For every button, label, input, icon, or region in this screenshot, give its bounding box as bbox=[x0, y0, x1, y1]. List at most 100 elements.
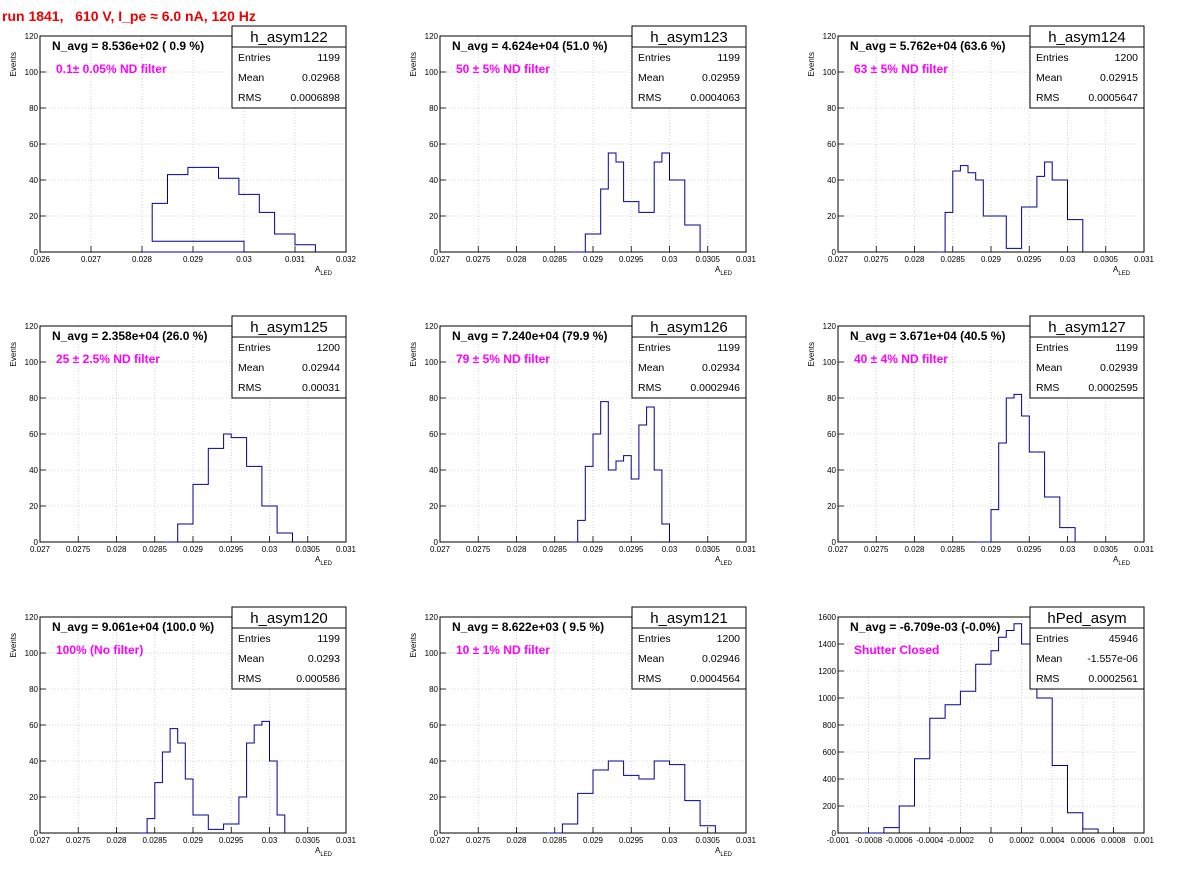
x-tick-label: 0.0285 bbox=[941, 255, 966, 264]
y-tick-label: 1400 bbox=[818, 640, 836, 649]
stats-value: 0.02944 bbox=[302, 362, 340, 374]
stats-box bbox=[231, 315, 347, 399]
stats-value: 1200 bbox=[1115, 52, 1139, 64]
x-tick-label: 0.0275 bbox=[466, 255, 491, 264]
x-tick-label: 0.0004 bbox=[1040, 836, 1065, 845]
y-tick-label: 120 bbox=[425, 613, 439, 622]
x-tick-label: 0.0305 bbox=[1094, 255, 1119, 264]
x-tick-label: 0.0275 bbox=[466, 836, 491, 845]
x-tick-label: 0.0305 bbox=[296, 545, 321, 554]
x-axis-label: ALED bbox=[315, 555, 333, 567]
stats-label: Mean bbox=[638, 653, 664, 665]
histogram-panel-h_asym124: 0.027 0.0275 0.028 0.0285 0.029 0.0295 0.03 0.0… bbox=[807, 25, 1155, 277]
stats-value: 1199 bbox=[317, 633, 340, 645]
x-tick-label: 0.0285 bbox=[543, 255, 568, 264]
y-tick-label: 40 bbox=[827, 176, 836, 185]
stats-label: Entries bbox=[638, 52, 671, 64]
y-tick-label: 40 bbox=[29, 466, 38, 475]
y-axis-label: Events bbox=[409, 633, 418, 657]
stats-label: Mean bbox=[638, 362, 664, 374]
navg-label: N_avg = 3.671e+04 (40.5 %) bbox=[850, 329, 1005, 343]
y-tick-label: 40 bbox=[827, 466, 836, 475]
y-tick-label: 20 bbox=[29, 212, 38, 221]
y-tick-label: 0 bbox=[832, 829, 837, 838]
x-tick-label: 0 bbox=[989, 836, 994, 845]
stats-value: 1200 bbox=[717, 633, 741, 645]
histogram-name: h_asym124 bbox=[1048, 29, 1126, 46]
y-tick-label: 60 bbox=[827, 140, 836, 149]
run-title: run 1841, 610 V, I_pe ≈ 6.0 nA, 120 Hz bbox=[2, 8, 256, 24]
y-axis-label: Events bbox=[409, 342, 418, 366]
x-tick-label: 0.028 bbox=[132, 255, 153, 264]
y-tick-label: 100 bbox=[425, 68, 439, 77]
y-tick-label: 60 bbox=[429, 721, 438, 730]
y-tick-label: 80 bbox=[827, 104, 836, 113]
y-tick-label: 20 bbox=[429, 212, 438, 221]
stats-label: Entries bbox=[1036, 633, 1069, 645]
histogram-line bbox=[861, 623, 1099, 834]
histogram-line bbox=[570, 401, 670, 543]
x-tick-label: 0.0295 bbox=[219, 545, 244, 554]
histogram-panel-h_asym122: 0.026 0.027 0.028 0.029 0.03 0.031 0.032 0 20 40 6… bbox=[9, 25, 357, 277]
x-axis-label: ALED bbox=[715, 846, 733, 858]
plot-frame bbox=[837, 35, 1145, 253]
stats-label: RMS bbox=[1036, 673, 1059, 685]
stats-value: 0.02915 bbox=[1100, 72, 1138, 84]
stats-box bbox=[231, 25, 347, 109]
x-tick-label: 0.027 bbox=[828, 545, 849, 554]
x-tick-label: 0.027 bbox=[430, 545, 451, 554]
x-axis-label-subscript: LED bbox=[320, 852, 332, 858]
y-tick-label: 40 bbox=[429, 466, 438, 475]
stats-label: Mean bbox=[238, 72, 264, 84]
navg-label: N_avg = 4.624e+04 (51.0 %) bbox=[452, 39, 607, 53]
stats-box bbox=[1029, 315, 1145, 399]
filter-label: 10 ± 1% ND filter bbox=[456, 643, 550, 657]
stats-value: 0.0004063 bbox=[690, 92, 740, 104]
x-tick-label: 0.031 bbox=[736, 255, 757, 264]
plot-frame bbox=[439, 616, 747, 834]
histogram-line bbox=[142, 166, 316, 253]
x-tick-label: 0.029 bbox=[183, 545, 204, 554]
stats-value: 1199 bbox=[317, 52, 340, 64]
stats-box bbox=[1029, 606, 1145, 690]
y-axis-label: Events bbox=[9, 52, 18, 76]
x-tick-label: 0.0275 bbox=[864, 545, 889, 554]
x-tick-label: 0.0305 bbox=[696, 545, 721, 554]
x-tick-label: 0.031 bbox=[736, 836, 757, 845]
x-tick-label: 0.0295 bbox=[1017, 255, 1042, 264]
x-tick-label: 0.027 bbox=[430, 836, 451, 845]
x-tick-label: 0.027 bbox=[81, 255, 102, 264]
x-tick-label: 0.026 bbox=[30, 255, 51, 264]
y-tick-label: 40 bbox=[29, 176, 38, 185]
x-tick-label: 0.0305 bbox=[1094, 545, 1119, 554]
x-tick-label: -0.001 bbox=[827, 836, 850, 845]
y-tick-label: 60 bbox=[29, 721, 38, 730]
x-axis-label: ALED bbox=[715, 265, 733, 277]
histogram-name: h_asym123 bbox=[650, 29, 728, 46]
stats-label: RMS bbox=[1036, 382, 1059, 394]
y-tick-label: 0 bbox=[832, 248, 837, 257]
x-tick-label: 0.031 bbox=[336, 836, 357, 845]
x-tick-label: 0.029 bbox=[583, 545, 604, 554]
stats-label: Entries bbox=[238, 633, 271, 645]
stats-value: 1200 bbox=[317, 342, 341, 354]
y-tick-label: 60 bbox=[29, 430, 38, 439]
filter-label: 25 ± 2.5% ND filter bbox=[56, 352, 160, 366]
y-tick-label: 20 bbox=[29, 502, 38, 511]
x-axis-label: ALED bbox=[315, 265, 333, 277]
stats-label: RMS bbox=[238, 92, 261, 104]
y-tick-label: 60 bbox=[429, 430, 438, 439]
stats-box bbox=[631, 606, 747, 690]
y-tick-label: 120 bbox=[25, 613, 39, 622]
y-tick-label: 1200 bbox=[818, 667, 836, 676]
x-tick-label: 0.028 bbox=[506, 836, 527, 845]
y-tick-label: 60 bbox=[827, 430, 836, 439]
y-tick-label: 120 bbox=[823, 322, 837, 331]
x-axis-label-subscript: LED bbox=[720, 271, 732, 277]
stats-value: 0.00031 bbox=[302, 382, 340, 394]
x-tick-label: 0.0006 bbox=[1071, 836, 1096, 845]
x-tick-label: 0.0285 bbox=[543, 545, 568, 554]
y-tick-label: 80 bbox=[827, 394, 836, 403]
x-axis-label: ALED bbox=[715, 555, 733, 567]
x-tick-label: 0.0295 bbox=[219, 836, 244, 845]
